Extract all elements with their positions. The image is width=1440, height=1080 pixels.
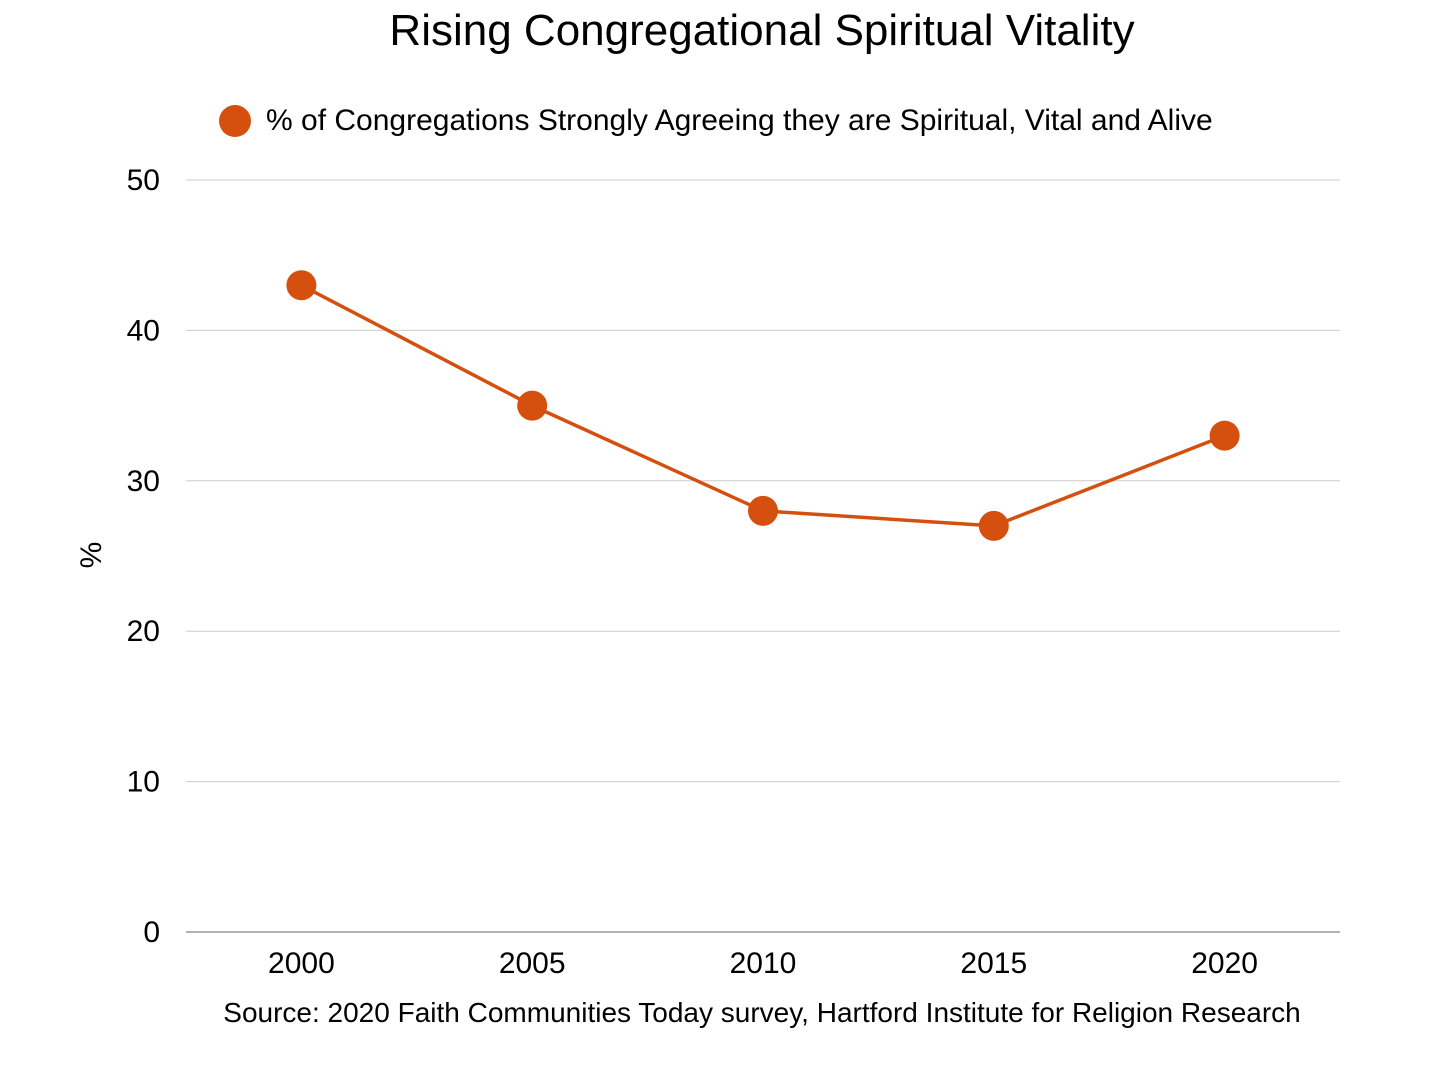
data-point (748, 495, 778, 526)
data-point (517, 390, 548, 421)
chart-title: Rising Congregational Spiritual Vitality (389, 6, 1134, 55)
x-axis-ticks: 2000 2005 2010 2015 2020 (268, 947, 1258, 980)
x-tick-label: 2015 (960, 947, 1027, 980)
x-tick-label: 2005 (499, 947, 566, 980)
y-tick-label: 30 (127, 465, 160, 498)
y-axis-label: % (75, 542, 108, 569)
x-tick-label: 2000 (268, 947, 335, 980)
source-note: Source: 2020 Faith Communities Today sur… (223, 997, 1300, 1028)
series-line (300, 283, 1226, 528)
y-tick-label: 0 (143, 916, 160, 949)
legend-label: % of Congregations Strongly Agreeing the… (266, 104, 1213, 137)
y-tick-label: 50 (127, 164, 160, 197)
data-point (978, 510, 1009, 541)
y-tick-label: 40 (127, 314, 160, 347)
y-tick-label: 20 (127, 615, 160, 648)
series-group (286, 270, 1240, 541)
legend-marker (219, 105, 251, 137)
data-point (286, 270, 317, 301)
x-tick-label: 2020 (1191, 947, 1258, 980)
data-point (1209, 420, 1240, 451)
y-tick-label: 10 (127, 766, 160, 799)
x-tick-label: 2010 (730, 947, 797, 980)
gridlines (186, 179, 1340, 933)
legend: % of Congregations Strongly Agreeing the… (219, 104, 1213, 137)
y-axis-ticks: 0 10 20 30 40 50 (127, 164, 160, 949)
